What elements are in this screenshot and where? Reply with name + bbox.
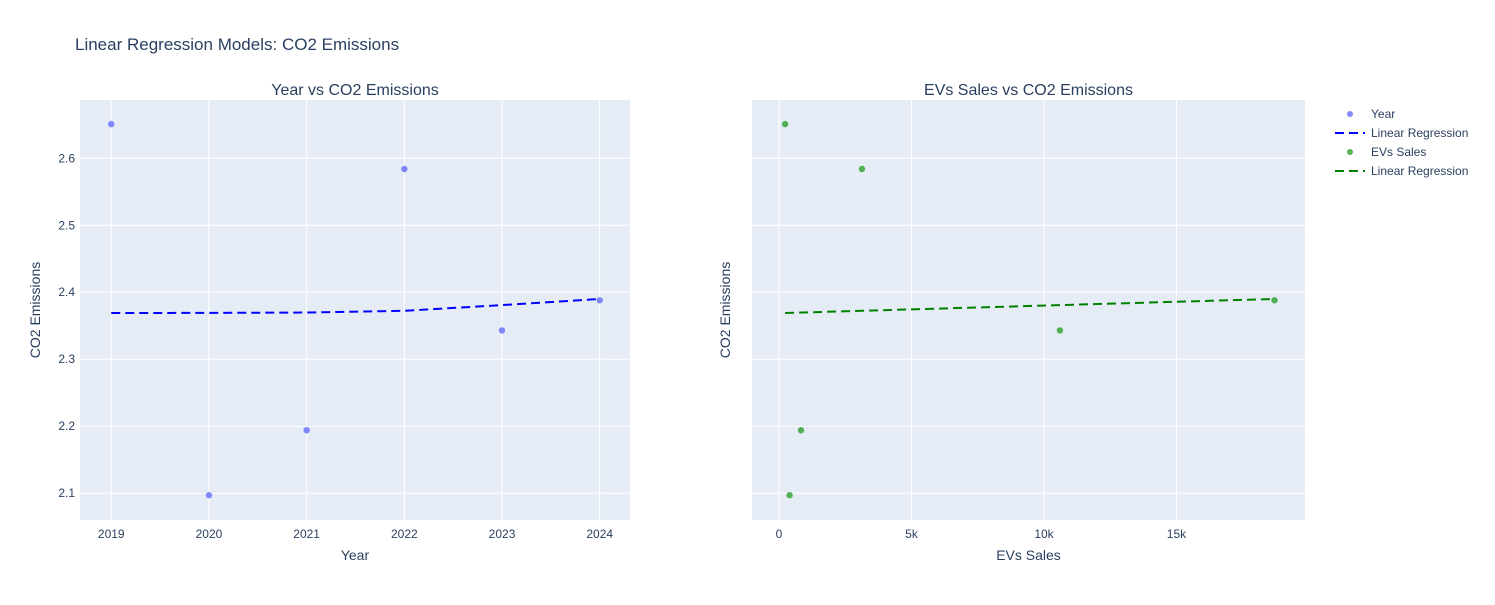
legend-label: EVs Sales xyxy=(1371,145,1426,159)
legend-label: Linear Regression xyxy=(1371,126,1468,140)
y-tick-label: 2.1 xyxy=(58,486,75,500)
data-point xyxy=(303,427,310,434)
y-tick-label: 2.6 xyxy=(58,151,75,165)
legend-label: Linear Regression xyxy=(1371,164,1468,178)
subplot-2: 0 5k 10k 15k EVs Sales vs CO2 Emissions EVs S… xyxy=(717,82,1305,563)
data-point xyxy=(401,165,408,173)
subplot-1: 2019 2020 2021 2022 2023 2024 2.1 2.2 2.3 2.4 2.5 2… xyxy=(27,82,630,563)
x-tick-label: 2022 xyxy=(391,527,418,541)
data-point xyxy=(205,492,213,499)
x-axis-title: Year xyxy=(341,547,370,563)
y-axis-title: CO2 Emissions xyxy=(717,262,733,358)
data-point xyxy=(858,165,866,173)
legend-marker-icon xyxy=(1347,149,1353,155)
data-point xyxy=(786,492,793,499)
x-tick-label: 5k xyxy=(905,527,919,541)
x-tick-label: 15k xyxy=(1167,527,1187,541)
regression-line xyxy=(111,297,600,315)
x-tick-label: 2024 xyxy=(586,527,613,541)
plot-area xyxy=(80,100,630,520)
data-point xyxy=(596,297,603,304)
x-tick-label: 2021 xyxy=(293,527,320,541)
data-point xyxy=(108,120,115,128)
data-point xyxy=(1271,297,1278,304)
data-point xyxy=(797,427,805,434)
y-tick-label: 2.5 xyxy=(58,218,75,232)
subplot-title: EVs Sales vs CO2 Emissions xyxy=(924,82,1133,99)
x-tick-label: 2019 xyxy=(98,527,125,541)
legend-label: Year xyxy=(1371,107,1395,121)
plot-area xyxy=(752,100,1305,520)
x-tick-label: 0 xyxy=(776,527,783,541)
data-point xyxy=(1056,327,1064,334)
y-axis-title: CO2 Emissions xyxy=(27,262,43,358)
x-tick-label: 2020 xyxy=(196,527,223,541)
data-point xyxy=(781,120,789,128)
y-tick-label: 2.3 xyxy=(58,352,75,366)
x-axis-title: EVs Sales xyxy=(996,547,1061,563)
figure-title: Linear Regression Models: CO2 Emissions xyxy=(75,35,399,54)
regression-line xyxy=(785,297,1275,315)
legend-marker-icon xyxy=(1347,111,1353,117)
y-tick-label: 2.2 xyxy=(58,419,75,433)
y-tick-label: 2.4 xyxy=(58,285,75,299)
data-point xyxy=(498,327,506,334)
x-tick-label: 2023 xyxy=(489,527,516,541)
subplot-title: Year vs CO2 Emissions xyxy=(271,82,438,99)
legend: Year Linear Regression EVs Sales Linear Reg… xyxy=(1335,107,1468,178)
x-tick-label: 10k xyxy=(1034,527,1054,541)
